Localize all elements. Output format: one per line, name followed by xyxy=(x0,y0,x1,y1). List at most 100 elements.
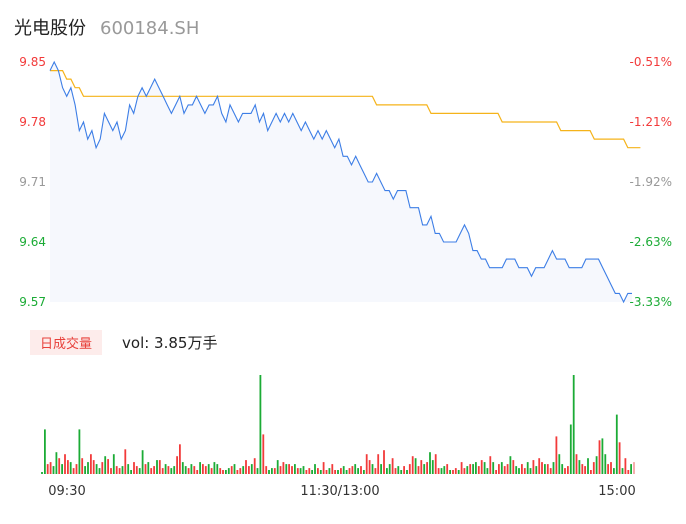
volume-bar xyxy=(408,464,411,474)
volume-bar xyxy=(285,464,288,474)
volume-bar xyxy=(158,460,161,474)
volume-bar xyxy=(331,464,334,474)
volume-bar xyxy=(621,468,624,474)
volume-bar xyxy=(492,462,495,474)
volume-bar xyxy=(167,466,170,474)
volume-bar xyxy=(271,468,273,474)
volume-bar xyxy=(480,460,483,474)
volume-bar xyxy=(87,462,89,474)
volume-bar xyxy=(230,466,233,474)
volume-bar xyxy=(193,466,196,474)
volume-bar xyxy=(400,470,403,474)
volume-bar xyxy=(273,468,276,474)
volume-bar xyxy=(319,470,322,474)
volume-bar xyxy=(118,468,121,474)
volume-bar xyxy=(564,468,566,474)
volume-bar xyxy=(509,456,512,474)
volume-bar xyxy=(538,458,541,474)
volume-bar xyxy=(457,470,460,474)
volume-bar xyxy=(127,464,130,474)
x-tick-label: 11:30/13:00 xyxy=(300,484,379,499)
volume-bar xyxy=(371,464,374,474)
volume-bar xyxy=(345,470,348,474)
volume-bar xyxy=(187,468,190,474)
volume-bar xyxy=(213,462,216,474)
volume-bar xyxy=(351,466,354,474)
volume-bar xyxy=(604,454,607,474)
volume-bar xyxy=(391,458,394,474)
volume-bar xyxy=(90,454,92,474)
volume-bar xyxy=(354,464,357,474)
volume-bar xyxy=(328,468,331,474)
volume-bar xyxy=(500,462,503,474)
daily-volume-badge[interactable]: 日成交量 xyxy=(30,330,103,355)
volume-bar xyxy=(403,466,405,474)
volume-bar xyxy=(386,468,388,474)
volume-bar xyxy=(523,468,526,474)
volume-bar xyxy=(135,466,138,474)
volume-bar xyxy=(207,464,210,474)
volume-bar xyxy=(173,466,176,474)
volume-bar xyxy=(311,470,313,474)
volume-bar xyxy=(380,464,382,474)
volume-bar xyxy=(199,462,201,474)
volume-bar xyxy=(248,466,250,474)
volume-bar xyxy=(360,466,362,474)
volume-bar xyxy=(144,464,147,474)
volume-bar xyxy=(130,470,132,474)
volume-bar xyxy=(365,454,368,474)
volume-bar xyxy=(368,460,371,474)
volume-bar xyxy=(181,462,184,474)
volume-bar xyxy=(440,468,443,474)
volume-bar xyxy=(503,466,506,474)
volume-bar xyxy=(161,468,164,474)
y-left-tick-label: 9.85 xyxy=(19,55,46,69)
volume-bar xyxy=(52,466,55,474)
volume-bar xyxy=(141,450,144,474)
volume-bar xyxy=(110,468,112,474)
volume-bar xyxy=(572,375,575,474)
volume-bar xyxy=(95,464,98,474)
volume-bar xyxy=(78,429,81,474)
volume-bar xyxy=(164,464,167,474)
volume-bar xyxy=(202,464,204,474)
y-left-tick-label: 9.57 xyxy=(19,295,46,309)
volume-bar xyxy=(121,466,124,474)
volume-bar xyxy=(153,466,155,474)
stock-name: 光电股份 xyxy=(14,18,86,39)
volume-bar xyxy=(296,468,299,474)
volume-bar xyxy=(55,452,58,474)
volume-bar xyxy=(584,466,586,474)
x-tick-label: 09:30 xyxy=(48,484,85,499)
volume-bar xyxy=(239,468,242,474)
volume-bar xyxy=(337,470,339,474)
volume-bar xyxy=(417,466,420,474)
volume-bar xyxy=(75,464,78,474)
stock-code: 600184.SH xyxy=(100,18,200,39)
volume-bar xyxy=(613,468,615,474)
volume-bar xyxy=(49,462,52,474)
volume-bar xyxy=(81,458,84,474)
volume-bar xyxy=(124,449,127,475)
volume-bar xyxy=(475,462,477,474)
volume-bar xyxy=(607,464,609,474)
volume-bar xyxy=(512,460,515,474)
volume-bar xyxy=(363,470,365,474)
volume-bar xyxy=(449,470,451,474)
volume-bar xyxy=(245,460,247,474)
volume-bar xyxy=(279,466,282,474)
volume-bar xyxy=(486,468,489,474)
volume-bar xyxy=(544,464,546,474)
volume-bar xyxy=(98,468,101,474)
volume-bar xyxy=(147,462,150,474)
volume-bar xyxy=(552,462,555,474)
volume-bar xyxy=(431,460,434,474)
y-left-tick-label: 9.71 xyxy=(19,175,46,189)
volume-bar xyxy=(549,468,552,474)
volume-bar xyxy=(532,460,535,474)
volume-bar xyxy=(498,464,500,474)
volume-bar xyxy=(578,460,581,474)
volume-bar xyxy=(388,464,391,474)
volume-bar xyxy=(466,466,469,474)
